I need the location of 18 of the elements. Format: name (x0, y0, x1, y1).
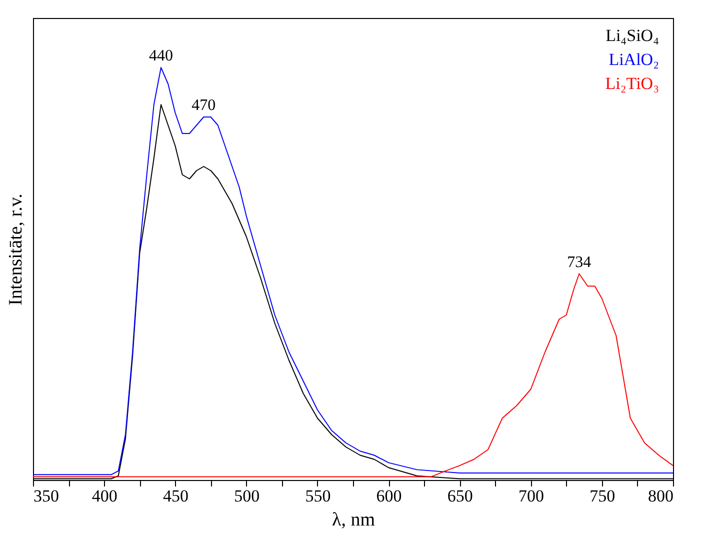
x-tick-label: 800 (648, 486, 674, 506)
text: Li₄SiO₄ (606, 26, 660, 45)
x-tick-label: 350 (34, 486, 59, 506)
x-axis-title: λ, nm (332, 510, 376, 530)
x-tick-label: 600 (376, 486, 402, 506)
x-tick-label: 750 (590, 486, 616, 506)
x-tick-label: 650 (447, 486, 473, 506)
annotation: 734 (567, 254, 592, 271)
annotation: 470 (192, 97, 216, 114)
x-tick-label: 500 (234, 486, 260, 506)
text: Li₂TiO₃ (605, 74, 660, 93)
text: LiAlO₂ (608, 50, 659, 69)
y-axis-title: Intensitāte, r.v. (6, 194, 26, 306)
x-tick-label: 550 (305, 486, 331, 506)
annotation: 440 (149, 48, 173, 64)
x-tick-label: 700 (518, 486, 544, 506)
x-tick-label: 400 (92, 486, 118, 506)
x-tick-label: 450 (162, 486, 188, 506)
